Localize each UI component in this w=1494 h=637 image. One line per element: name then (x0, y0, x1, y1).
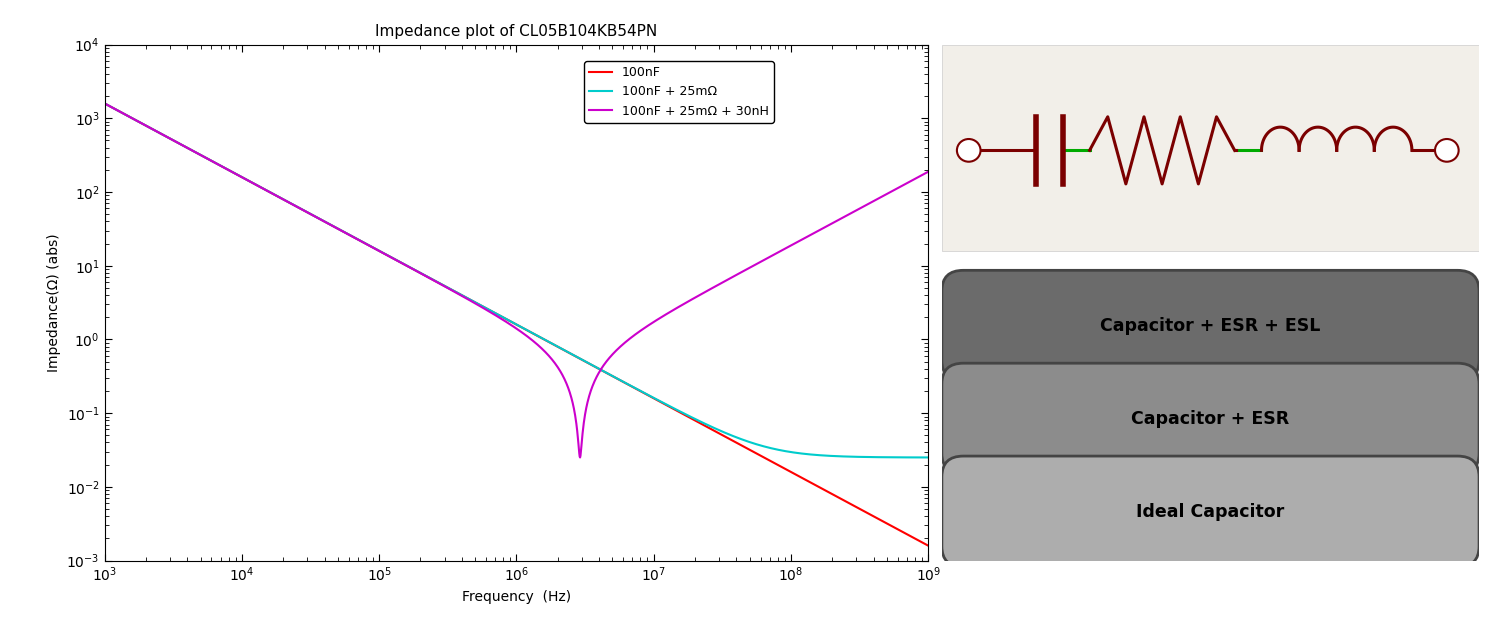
100nF + 25mΩ (474, 303, 492, 311)
100nF + 25mΩ (96, 99, 114, 107)
100nF + 25mΩ + 30nH (744, 262, 762, 269)
Text: Ideal Capacitor: Ideal Capacitor (1137, 503, 1285, 520)
100nF (137, 122, 155, 130)
FancyBboxPatch shape (941, 363, 1479, 474)
100nF + 25mΩ + 30nH (895, 181, 913, 189)
100nF (496, 315, 514, 322)
Text: Capacitor + ESR: Capacitor + ESR (1131, 410, 1289, 427)
100nF + 25mΩ (744, 440, 762, 447)
Title: Impedance plot of CL05B104KB54PN: Impedance plot of CL05B104KB54PN (375, 24, 657, 39)
100nF (919, 542, 937, 550)
100nF + 25mΩ + 30nH (474, 304, 492, 312)
100nF + 25mΩ + 30nH (571, 454, 589, 461)
100nF (96, 99, 114, 107)
100nF (474, 303, 492, 311)
Circle shape (1436, 139, 1458, 162)
100nF + 25mΩ (496, 315, 514, 322)
FancyBboxPatch shape (941, 45, 1479, 251)
100nF + 25mΩ + 30nH (496, 317, 514, 325)
Line: 100nF + 25mΩ + 30nH: 100nF + 25mΩ + 30nH (105, 103, 928, 457)
FancyBboxPatch shape (941, 270, 1479, 382)
100nF + 25mΩ + 30nH (137, 122, 155, 130)
X-axis label: Frequency  (Hz): Frequency (Hz) (462, 590, 571, 604)
100nF (895, 529, 913, 536)
Text: Capacitor + ESR + ESL: Capacitor + ESR + ESL (1100, 317, 1321, 335)
FancyBboxPatch shape (941, 456, 1479, 567)
100nF + 25mΩ + 30nH (919, 168, 937, 176)
100nF + 25mΩ + 30nH (896, 180, 914, 188)
100nF + 25mΩ (137, 122, 155, 130)
Circle shape (958, 139, 980, 162)
Legend: 100nF, 100nF + 25mΩ, 100nF + 25mΩ + 30nH: 100nF, 100nF + 25mΩ, 100nF + 25mΩ + 30nH (584, 61, 774, 123)
100nF + 25mΩ (919, 454, 937, 461)
100nF (895, 529, 913, 537)
100nF + 25mΩ (895, 454, 913, 461)
100nF + 25mΩ + 30nH (96, 99, 114, 107)
Line: 100nF: 100nF (105, 103, 928, 546)
100nF + 25mΩ (895, 454, 913, 461)
100nF (744, 448, 762, 455)
Y-axis label: Impedance(Ω) (abs): Impedance(Ω) (abs) (46, 233, 61, 372)
Line: 100nF + 25mΩ: 100nF + 25mΩ (105, 103, 928, 457)
